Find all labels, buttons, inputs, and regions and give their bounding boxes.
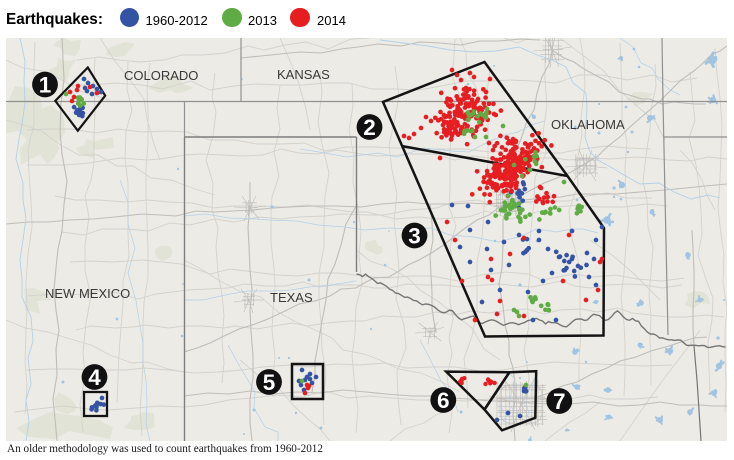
svg-text:TEXAS: TEXAS	[270, 290, 313, 305]
svg-text:NEW MEXICO: NEW MEXICO	[45, 286, 130, 301]
svg-text:2: 2	[363, 115, 376, 140]
svg-text:7: 7	[553, 389, 566, 414]
svg-text:4: 4	[88, 365, 101, 390]
svg-text:5: 5	[263, 370, 276, 395]
svg-text:3: 3	[408, 224, 421, 249]
svg-text:1: 1	[39, 73, 52, 98]
svg-text:KANSAS: KANSAS	[277, 67, 330, 82]
svg-text:COLORADO: COLORADO	[124, 68, 198, 83]
svg-text:6: 6	[437, 388, 450, 413]
svg-text:OKLAHOMA: OKLAHOMA	[551, 117, 625, 132]
